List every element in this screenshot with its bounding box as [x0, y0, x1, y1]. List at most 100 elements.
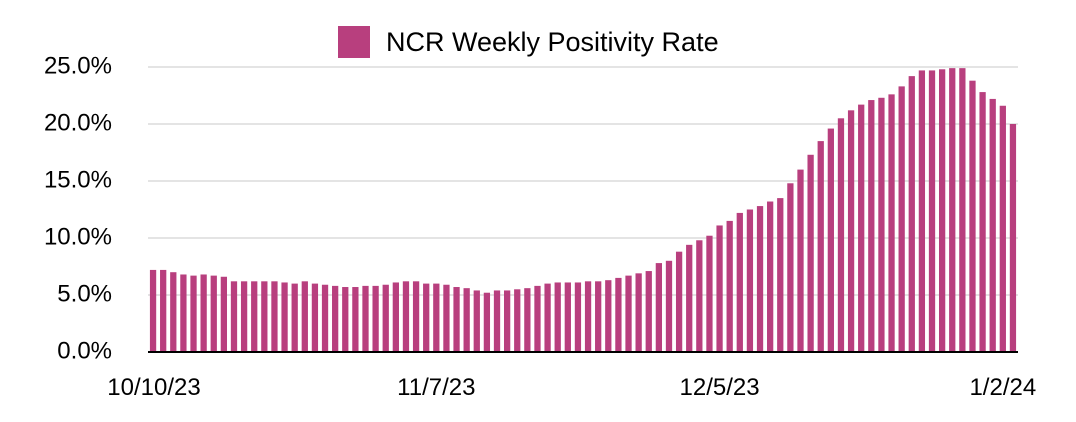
bar [230, 281, 238, 352]
bar [352, 287, 359, 352]
x-tick-label: 10/10/23 [107, 374, 200, 401]
bar [170, 272, 177, 352]
bar [868, 100, 875, 352]
bar [412, 281, 420, 352]
legend-swatch [338, 26, 370, 58]
bar [342, 287, 349, 352]
bar [938, 69, 946, 352]
bar [564, 282, 571, 352]
bar [210, 275, 217, 352]
bar [837, 118, 845, 352]
bar [534, 285, 541, 352]
bar [443, 284, 450, 352]
bar [635, 273, 642, 352]
bar [483, 292, 491, 352]
bar [190, 275, 197, 352]
bar [149, 269, 157, 352]
bar [989, 98, 996, 352]
bar [847, 110, 855, 352]
bar [878, 97, 885, 352]
bar [514, 289, 521, 352]
bar [321, 284, 329, 352]
x-tick-label: 11/7/23 [397, 374, 475, 401]
x-tick-label: 12/5/23 [680, 374, 760, 401]
y-tick-label: 25.0% [44, 52, 112, 79]
bar [291, 283, 298, 352]
bar-series [149, 68, 1017, 353]
bar [392, 282, 399, 352]
bar [160, 269, 167, 352]
legend-label: NCR Weekly Positivity Rate [386, 26, 719, 57]
bar [959, 68, 966, 352]
bar [655, 263, 663, 352]
y-tick-labels: 0.0% 5.0% 10.0% 15.0% 20.0% 25.0% [44, 52, 112, 364]
bar [493, 290, 501, 352]
bar [605, 280, 612, 352]
bar [524, 288, 531, 352]
bar [220, 276, 228, 352]
y-tick-label: 5.0% [57, 280, 112, 307]
bar [969, 80, 976, 353]
bar [888, 94, 895, 353]
y-tick-label: 20.0% [44, 109, 112, 136]
bar [1009, 124, 1017, 352]
bar [271, 281, 278, 352]
bar [767, 201, 774, 352]
bar [858, 104, 865, 353]
bar [787, 183, 794, 352]
bar [726, 220, 733, 352]
bar [645, 271, 652, 352]
y-tick-label: 15.0% [44, 166, 112, 193]
bar [908, 76, 915, 353]
bar [777, 198, 784, 352]
bar [281, 282, 288, 352]
bar [332, 285, 339, 352]
bar [423, 283, 430, 352]
bar [301, 281, 308, 352]
bar [453, 287, 460, 352]
bar [716, 225, 723, 352]
bar [473, 290, 480, 352]
bar [807, 154, 814, 352]
x-tick-labels: 10/10/23 11/7/23 12/5/23 1/2/24 [107, 374, 1036, 401]
bar [918, 70, 926, 353]
bar [311, 283, 319, 352]
bar [949, 68, 956, 352]
bar [180, 274, 187, 352]
bar [615, 277, 622, 352]
bar [736, 212, 743, 352]
bar [372, 285, 379, 352]
bar [686, 244, 693, 352]
bar [240, 281, 248, 352]
bar [402, 281, 410, 352]
bar [463, 288, 470, 352]
bar [898, 86, 905, 352]
bar [433, 283, 440, 352]
bar [595, 281, 602, 352]
bar [675, 251, 683, 352]
bar [251, 281, 258, 352]
bar [382, 284, 389, 352]
gridlines [148, 66, 1018, 296]
y-tick-label: 10.0% [44, 223, 112, 250]
bar [544, 283, 551, 352]
bar [665, 260, 673, 352]
bar [362, 285, 369, 352]
bar [554, 282, 561, 352]
bar [797, 169, 804, 352]
bar [756, 206, 764, 352]
bar [827, 128, 834, 352]
bar [503, 290, 511, 352]
x-tick-label: 1/2/24 [969, 374, 1036, 401]
bar [817, 141, 824, 352]
bar [625, 275, 632, 352]
bar [928, 70, 936, 353]
y-tick-label: 0.0% [57, 337, 112, 364]
bar [999, 105, 1006, 352]
bar [261, 281, 268, 352]
bar [696, 240, 703, 352]
bar [200, 274, 207, 352]
bar [574, 282, 582, 352]
bar [746, 209, 754, 352]
